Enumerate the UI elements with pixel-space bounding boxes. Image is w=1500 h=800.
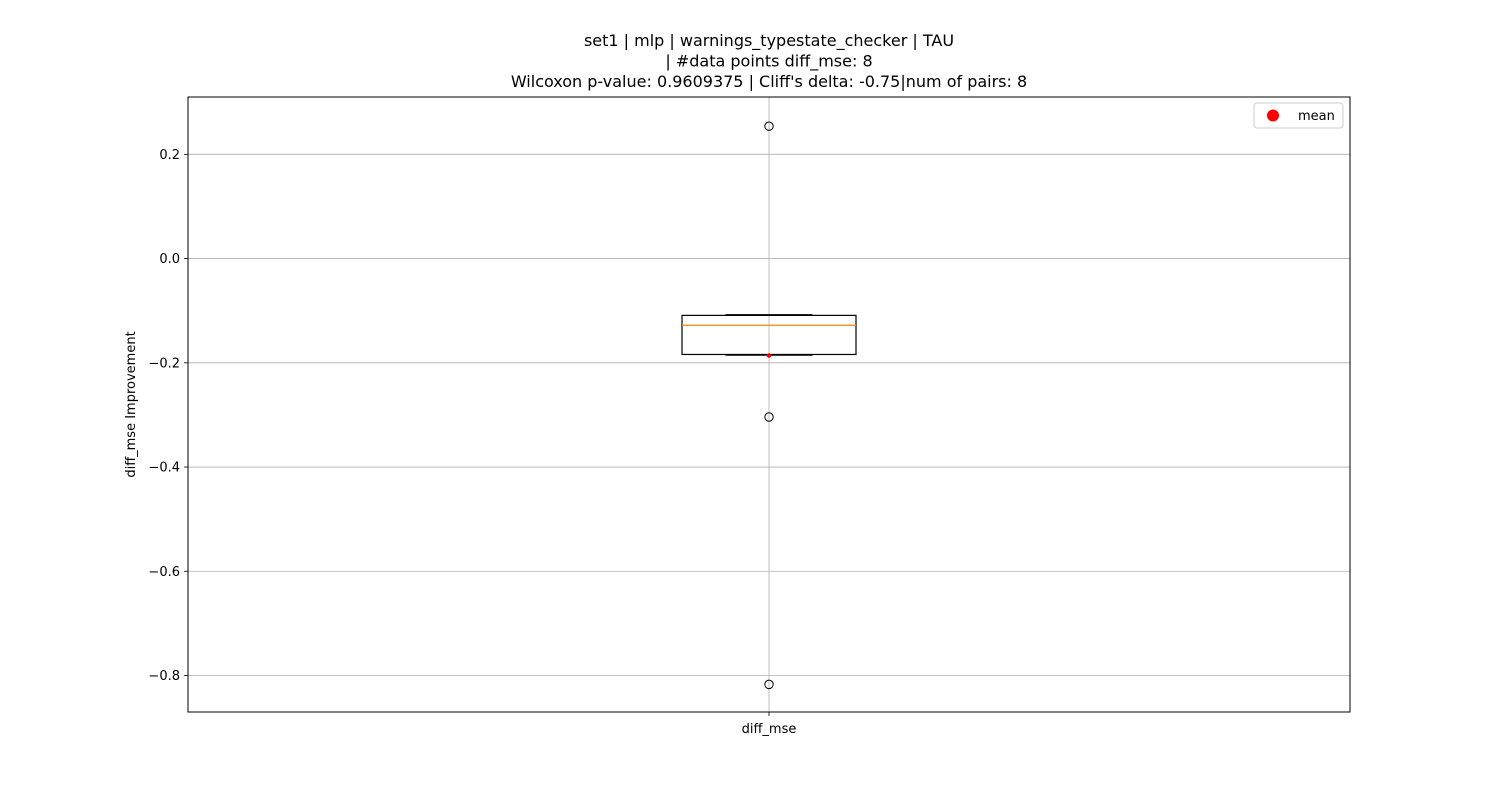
y-tick-label: 0.2	[159, 148, 180, 163]
y-tick-label: −0.4	[148, 461, 180, 476]
x-tick-label: diff_mse	[742, 722, 797, 737]
y-tick-label: 0.0	[159, 252, 180, 267]
legend-mean-label: mean	[1298, 109, 1335, 124]
grid	[188, 97, 1350, 712]
legend-box	[1253, 102, 1344, 129]
x-axis-ticks: diff_mse	[742, 712, 797, 737]
y-tick-label: −0.2	[148, 356, 180, 371]
box-plot	[681, 121, 857, 690]
chart-title: set1 | mlp | warnings_typestate_checker …	[511, 31, 1027, 91]
title-line-3: Wilcoxon p-value: 0.9609375 | Cliff's de…	[511, 72, 1027, 91]
legend-mean-marker	[1267, 109, 1279, 122]
outlier-point	[764, 679, 774, 690]
mean-point	[766, 353, 772, 358]
legend: mean	[1253, 102, 1344, 129]
plot-frame	[187, 96, 1351, 713]
y-tick-label: −0.8	[148, 669, 180, 684]
y-axis-ticks: −0.8 −0.6 −0.4 −0.2 0.0 0.2	[148, 148, 188, 684]
title-line-2: | #data points diff_mse: 8	[665, 52, 872, 72]
outlier-point	[764, 121, 774, 131]
title-line-1: set1 | mlp | warnings_typestate_checker …	[584, 31, 954, 51]
y-axis-label: diff_mse Improvement	[124, 331, 139, 477]
y-tick-label: −0.6	[148, 565, 180, 580]
outlier-point	[764, 412, 774, 422]
